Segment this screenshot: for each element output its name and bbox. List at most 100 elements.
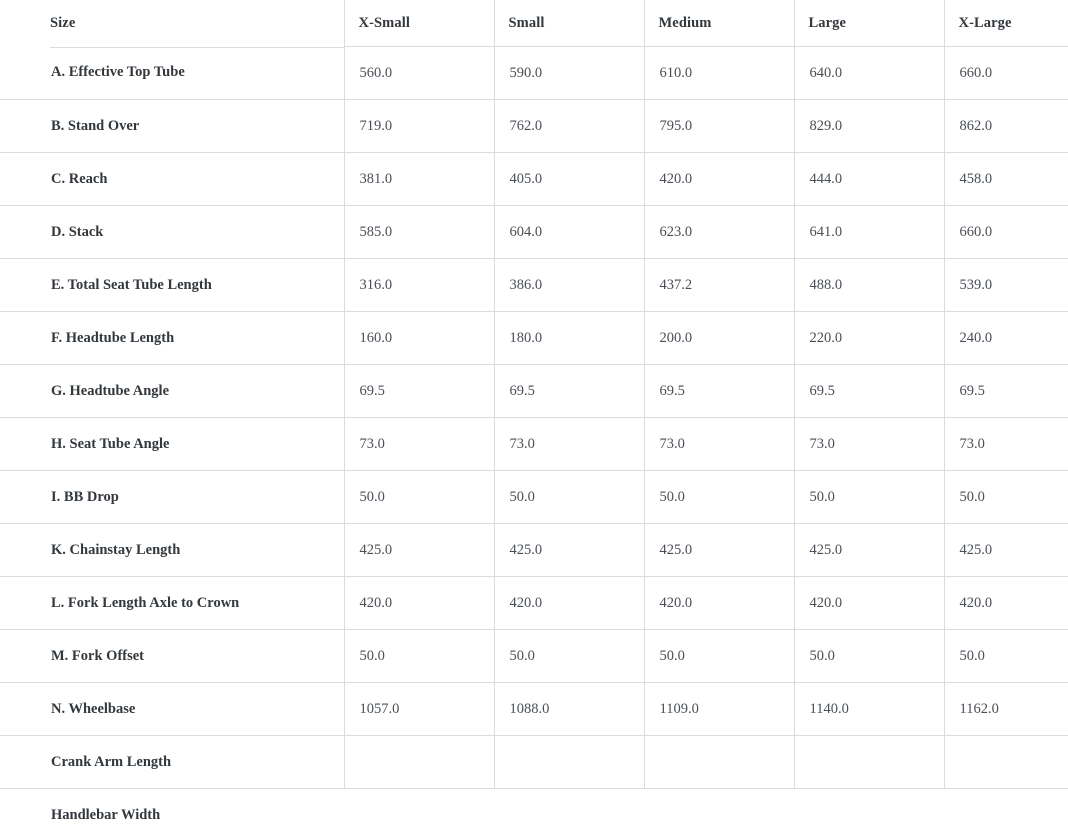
row-label: L. Fork Length Axle to Crown [51,594,240,611]
row-value-cell: 69.5 [793,364,944,418]
row-value-cell: 1057.0 [343,682,494,736]
row-value: 1088.0 [509,700,550,717]
row-value: 160.0 [359,329,393,346]
row-value: 539.0 [959,276,993,293]
row-value: 610.0 [659,64,693,81]
header-row: Size X-Small Small Medium Large X-Large [0,0,1068,47]
table-row: E. Total Seat Tube Length 316.0 386.0 437.2… [0,258,1068,312]
row-value-cell: 1140.0 [793,682,944,736]
row-value-cell: 425.0 [793,523,944,577]
row-value-cell [343,735,494,789]
row-value-cell: 1088.0 [493,682,644,736]
row-value-cell: 73.0 [493,417,644,471]
row-label: I. BB Drop [51,488,119,505]
row-value: 50.0 [359,647,385,664]
row-value: 381.0 [359,170,393,187]
row-label-cell: C. Reach [0,152,344,206]
row-value: 73.0 [959,435,985,452]
row-value: 660.0 [959,64,993,81]
column-header-medium-label: Medium [658,14,712,31]
row-value-cell: 220.0 [793,311,944,365]
row-label-cell: F. Headtube Length [0,311,344,365]
row-label: N. Wheelbase [51,700,136,717]
row-value: 425.0 [959,541,993,558]
table-row: I. BB Drop 50.0 50.0 50.0 50.0 50.0 [0,470,1068,524]
row-value-cell: 420.0 [493,576,644,630]
row-value: 719.0 [359,117,393,134]
row-value-cell [643,735,794,789]
row-value: 458.0 [959,170,993,187]
row-label: Crank Arm Length [51,753,172,770]
row-value: 73.0 [359,435,385,452]
row-value-cell: 50.0 [343,629,494,683]
row-value-cell: 623.0 [643,205,794,259]
row-value-cell: 444.0 [793,152,944,206]
row-label-cell: D. Stack [0,205,344,259]
row-value-cell: 240.0 [943,311,1068,365]
row-value: 420.0 [509,594,543,611]
row-value-cell: 488.0 [793,258,944,312]
row-value: 69.5 [359,382,385,399]
row-value: 50.0 [809,647,835,664]
table-row: C. Reach 381.0 405.0 420.0 444.0 458.0 [0,152,1068,206]
row-value-cell: 73.0 [343,417,494,471]
row-value-cell: 420.0 [793,576,944,630]
row-value: 69.5 [509,382,535,399]
row-value: 1140.0 [809,700,849,717]
row-value: 1162.0 [959,700,999,717]
row-value-cell: 640.0 [793,46,944,100]
table-row: G. Headtube Angle 69.5 69.5 69.5 69.5 69.5 [0,364,1068,418]
row-value-cell: 590.0 [493,46,644,100]
row-label-cell: G. Headtube Angle [0,364,344,418]
row-value: 425.0 [809,541,843,558]
row-value: 386.0 [509,276,543,293]
row-value: 1057.0 [359,700,400,717]
row-label: A. Effective Top Tube [51,64,185,81]
table-body: A. Effective Top Tube 560.0 590.0 610.0 640.… [0,46,1068,839]
column-header-x-large-label: X-Large [958,14,1012,31]
row-label-cell: Crank Arm Length [0,735,344,789]
column-header-x-large: X-Large [943,0,1068,47]
row-label-cell: H. Seat Tube Angle [0,417,344,471]
column-header-large: Large [793,0,944,47]
row-value: 50.0 [359,488,385,505]
column-header-x-small-label: X-Small [358,14,410,31]
row-label-cell: E. Total Seat Tube Length [0,258,344,312]
column-header-large-label: Large [808,14,847,31]
row-value-cell: 420.0 [343,576,494,630]
row-value: 623.0 [659,223,693,240]
row-value-cell: 180.0 [493,311,644,365]
row-value-cell: 660.0 [943,205,1068,259]
table-row: Crank Arm Length [0,735,1068,789]
row-value: 69.5 [959,382,985,399]
row-value-cell: 73.0 [643,417,794,471]
row-value-cell: 381.0 [343,152,494,206]
row-value-cell: 762.0 [493,99,644,153]
row-value-cell [493,735,644,789]
row-value: 425.0 [509,541,543,558]
row-value-cell: 420.0 [643,152,794,206]
row-value-cell: 610.0 [643,46,794,100]
row-value: 660.0 [959,223,993,240]
row-value: 73.0 [809,435,835,452]
row-value-cell: 50.0 [343,470,494,524]
table-row: M. Fork Offset 50.0 50.0 50.0 50.0 50.0 [0,629,1068,683]
row-value-cell: 425.0 [643,523,794,577]
column-header-small-label: Small [508,14,545,31]
row-value-cell: 604.0 [493,205,644,259]
row-value: 425.0 [359,541,393,558]
row-value-cell: 50.0 [643,470,794,524]
row-value-cell: 458.0 [943,152,1068,206]
row-label: B. Stand Over [51,117,140,134]
row-value-cell: 73.0 [793,417,944,471]
row-value: 829.0 [809,117,843,134]
table-row: H. Seat Tube Angle 73.0 73.0 73.0 73.0 73.0 [0,417,1068,471]
row-value-cell: 69.5 [643,364,794,418]
row-value: 420.0 [959,594,993,611]
row-value-cell: 405.0 [493,152,644,206]
row-label: K. Chainstay Length [51,541,181,558]
row-value-cell: 425.0 [493,523,644,577]
row-value: 590.0 [509,64,543,81]
table-row: K. Chainstay Length 425.0 425.0 425.0 425.0 4… [0,523,1068,577]
